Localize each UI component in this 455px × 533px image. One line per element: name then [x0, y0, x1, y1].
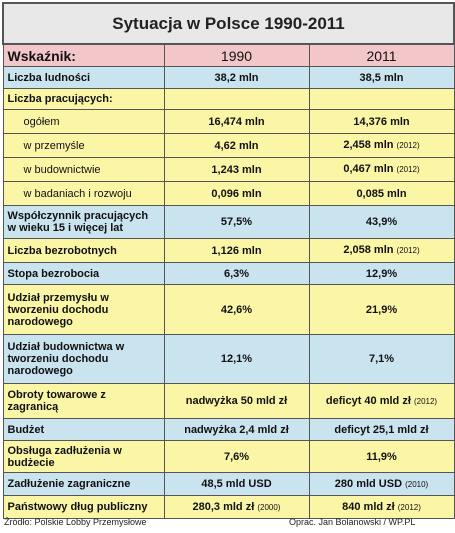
value-text: 2,458 mln	[343, 139, 394, 151]
value-2011: 11,9%	[308, 440, 455, 473]
table-row: Udział przemysłu w tworzeniu dochodu nar…	[2, 284, 455, 335]
year-note: (2010)	[405, 479, 429, 489]
value-1990: 38,2 mln	[163, 66, 310, 89]
year-note: (2012)	[396, 141, 420, 150]
value-2011: 21,9%	[308, 284, 455, 335]
value-1990: 6,3%	[163, 262, 310, 285]
empty-cell	[308, 88, 455, 110]
value-2011: deficyt 40 mld zł (2012)	[308, 383, 455, 419]
value-2011: 38,5 mln	[308, 66, 455, 89]
table-title: Sytuacja w Polsce 1990-2011	[1, 2, 455, 45]
value-2011: 2,058 mln (2012)	[308, 238, 455, 263]
table-row: Liczba pracujących:	[2, 88, 455, 110]
value-1990: nadwyżka 2,4 mld zł	[163, 418, 310, 441]
row-label: Współczynnik pracujących w wieku 15 i wi…	[2, 205, 165, 239]
header-label: Wskaźnik:	[2, 43, 165, 67]
value-text: 280 mld USD	[334, 477, 403, 490]
year-note: (2012)	[396, 246, 420, 255]
table-row: w badaniach i rozwoju 0,096 mln 0,085 ml…	[2, 181, 455, 206]
row-label: Liczba bezrobotnych	[2, 238, 165, 263]
row-label: w przemyśle	[2, 133, 165, 158]
value-text: 280,3 mld zł	[192, 500, 255, 513]
table-row: w budownictwie 1,243 mln 0,467 mln (2012…	[2, 157, 455, 182]
row-label: Liczba pracujących:	[2, 88, 165, 110]
value-1990: 16,474 mln	[163, 109, 310, 134]
value-1990: nadwyżka 50 mld zł	[163, 383, 310, 419]
table-row: Liczba ludności 38,2 mln 38,5 mln	[2, 66, 455, 89]
row-label: Budżet	[2, 418, 165, 441]
year-note: (2000)	[257, 502, 281, 512]
value-2011: 2,458 mln (2012)	[308, 133, 455, 158]
row-label: Liczba ludności	[2, 66, 165, 89]
author-note: Oprac. Jan Bolanowski / WP.PL	[289, 517, 416, 527]
table-row: ogółem 16,474 mln 14,376 mln	[2, 109, 455, 134]
row-label: Obroty towarowe z zagranicą	[2, 383, 165, 419]
empty-cell	[163, 88, 310, 110]
value-2011: 0,467 mln (2012)	[308, 157, 455, 182]
table-row: Obsługa zadłużenia w budżecie 7,6% 11,9%	[2, 440, 455, 473]
value-2011: 12,9%	[308, 262, 455, 285]
source-note: Źródło: Polskie Lobby Przemysłowe	[4, 517, 147, 527]
table-row: Stopa bezrobocia 6,3% 12,9%	[2, 262, 455, 285]
value-2011: 840 mld zł (2012)	[308, 495, 455, 519]
value-1990: 1,126 mln	[163, 238, 310, 263]
row-label: Udział budownictwa w tworzeniu dochodu n…	[2, 334, 165, 384]
row-label: Państwowy dług publiczny	[2, 495, 165, 519]
value-1990: 57,5%	[163, 205, 310, 239]
year-note: (2012)	[413, 396, 438, 406]
value-2011: 280 mld USD (2010)	[308, 472, 455, 496]
table-row: Liczba bezrobotnych 1,126 mln 2,058 mln …	[2, 238, 455, 263]
value-2011: 0,085 mln	[308, 181, 455, 206]
row-label: w badaniach i rozwoju	[2, 181, 165, 206]
row-label: ogółem	[2, 109, 165, 134]
row-label: Zadłużenie zagraniczne	[2, 472, 165, 496]
year-note: (2012)	[396, 165, 420, 174]
value-1990: 12,1%	[163, 334, 310, 384]
table-row: Budżet nadwyżka 2,4 mld zł deficyt 25,1 …	[2, 418, 455, 441]
header-year-1990: 1990	[163, 43, 310, 67]
value-1990: 48,5 mld USD	[163, 472, 310, 496]
header-row: Wskaźnik: 1990 2011	[2, 43, 455, 67]
value-text: 2,058 mln	[343, 244, 394, 256]
table-row: Obroty towarowe z zagranicą nadwyżka 50 …	[2, 383, 455, 419]
value-1990: 7,6%	[163, 440, 310, 473]
value-1990: 1,243 mln	[163, 157, 310, 182]
row-label: Stopa bezrobocia	[2, 262, 165, 285]
row-label: w budownictwie	[2, 157, 165, 182]
row-label: Udział przemysłu w tworzeniu dochodu nar…	[2, 284, 165, 335]
title-row: Sytuacja w Polsce 1990-2011	[1, 2, 455, 45]
header-year-2011: 2011	[308, 43, 455, 67]
value-1990: 4,62 mln	[163, 133, 310, 158]
table-row: Współczynnik pracujących w wieku 15 i wi…	[2, 205, 455, 239]
table-row: w przemyśle 4,62 mln 2,458 mln (2012)	[2, 133, 455, 158]
stats-table: Sytuacja w Polsce 1990-2011 Wskaźnik: 19…	[1, 2, 455, 519]
value-1990: 280,3 mld zł (2000)	[163, 495, 310, 519]
year-note: (2012)	[397, 502, 421, 512]
value-text: 840 mld zł	[342, 500, 395, 513]
value-1990: 0,096 mln	[163, 181, 310, 206]
value-2011: 7,1%	[308, 334, 455, 384]
value-text: 0,467 mln	[343, 163, 394, 175]
value-text: deficyt 40 mld zł	[325, 394, 411, 407]
value-2011: 14,376 mln	[308, 109, 455, 134]
stats-table-wrapper: Sytuacja w Polsce 1990-2011 Wskaźnik: 19…	[1, 2, 455, 519]
table-row: Udział budownictwa w tworzeniu dochodu n…	[2, 334, 455, 384]
table-row: Państwowy dług publiczny 280,3 mld zł (2…	[2, 495, 455, 519]
row-label: Obsługa zadłużenia w budżecie	[2, 440, 165, 473]
value-1990: 42,6%	[163, 284, 310, 335]
value-2011: deficyt 25,1 mld zł	[308, 418, 455, 441]
value-2011: 43,9%	[308, 205, 455, 239]
table-row: Zadłużenie zagraniczne 48,5 mld USD 280 …	[2, 472, 455, 496]
